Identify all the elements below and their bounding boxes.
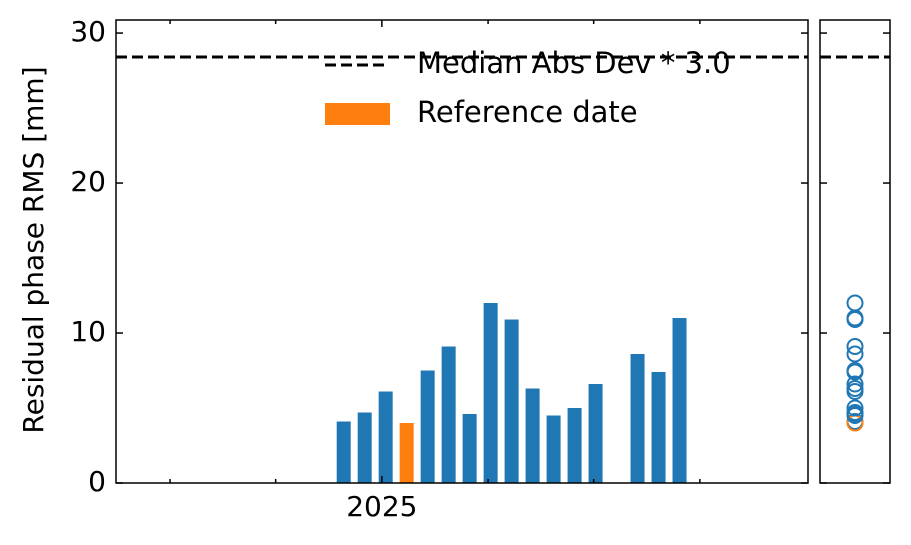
bar [462, 414, 477, 483]
bar [441, 346, 456, 483]
y-tick-label: 0 [88, 465, 106, 498]
side-point [846, 399, 864, 417]
bar [483, 303, 498, 483]
side-point [846, 309, 864, 327]
bar [567, 408, 582, 483]
bar [504, 319, 519, 483]
side-point [846, 294, 864, 312]
side-point [846, 380, 864, 398]
bar [630, 354, 645, 483]
y-axis-label: Residual phase RMS [mm] [17, 66, 50, 433]
bar [420, 370, 435, 483]
bar [399, 423, 414, 483]
bar [378, 391, 393, 483]
side-point [846, 345, 864, 363]
y-tick-label: 20 [70, 165, 106, 198]
side-point [846, 338, 864, 356]
bar [357, 412, 372, 483]
x-tick-label: 2025 [346, 490, 417, 523]
bar [546, 415, 561, 483]
side-axes-frame [819, 19, 891, 484]
bar [651, 372, 666, 483]
legend-label: Reference date [417, 95, 638, 129]
side-point [846, 407, 864, 425]
y-tick-label: 10 [70, 315, 106, 348]
legend-label: Median Abs Dev * 3.0 [417, 46, 731, 80]
axes-frame [115, 19, 809, 484]
bar [588, 384, 603, 483]
legend-swatch [325, 103, 390, 125]
bar [672, 318, 687, 483]
y-tick-label: 30 [70, 15, 106, 48]
side-point [846, 375, 864, 393]
bar [525, 388, 540, 483]
bar [336, 421, 351, 483]
side-point [846, 363, 864, 381]
